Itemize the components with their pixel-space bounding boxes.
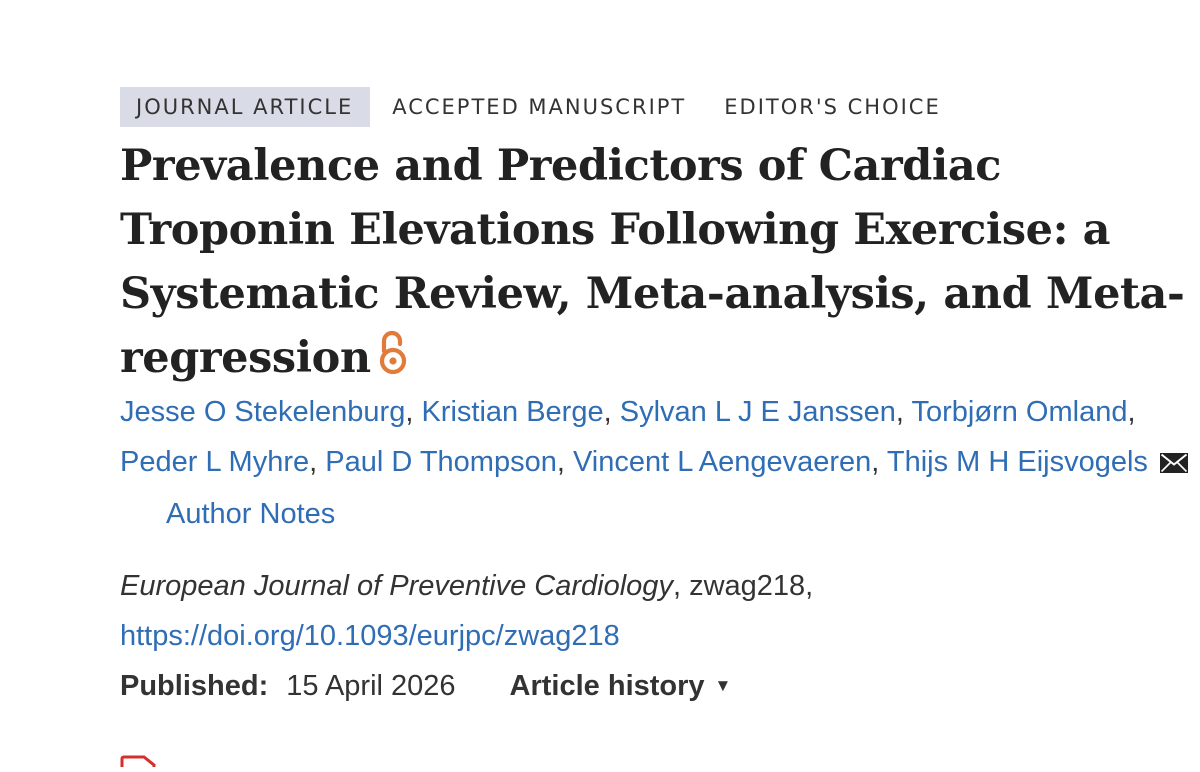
author-link[interactable]: Peder L Myhre <box>120 446 310 478</box>
author-separator: , <box>405 396 422 428</box>
published-date: 15 April 2026 <box>286 670 456 702</box>
author-separator: , <box>1127 396 1136 428</box>
author-link[interactable]: Vincent L Aengevaeren <box>572 446 872 478</box>
tag-editors-choice: EDITOR'S CHOICE <box>724 95 941 119</box>
citation: European Journal of Preventive Cardiolog… <box>120 561 1200 661</box>
doi-link[interactable]: https://doi.org/10.1093/eurjpc/zwag218 <box>120 620 620 652</box>
article-header: JOURNAL ARTICLE ACCEPTED MANUSCRIPT EDIT… <box>120 87 1200 711</box>
caret-down-icon: ▼ <box>714 676 732 695</box>
envelope-icon[interactable] <box>1159 439 1188 489</box>
author-link[interactable]: Kristian Berge <box>421 396 604 428</box>
article-history-label: Article history <box>509 670 705 702</box>
journal-name: European Journal of Preventive Cardiolog… <box>120 570 673 602</box>
author-link[interactable]: Jesse O Stekelenburg <box>120 396 406 428</box>
author-separator: , <box>309 446 326 478</box>
author-link[interactable]: Torbjørn Omland <box>911 396 1128 428</box>
author-link[interactable]: Paul D Thompson <box>325 446 557 478</box>
tag-accepted-manuscript: ACCEPTED MANUSCRIPT <box>392 95 687 119</box>
author-separator: , <box>556 446 573 478</box>
author-list: Jesse O Stekelenburg, Kristian Berge, Sy… <box>120 387 1200 539</box>
publication-info: Published: 15 April 2026 Article history… <box>120 661 1200 711</box>
author-link[interactable]: Sylvan L J E Janssen <box>619 396 896 428</box>
author-notes-link[interactable]: Author Notes <box>166 498 336 530</box>
article-history-toggle[interactable]: Article history ▼ <box>510 661 732 711</box>
open-lock-icon <box>377 328 409 392</box>
author-separator: , <box>603 396 620 428</box>
published-label: Published: <box>120 670 269 702</box>
article-title-text: Prevalence and Predictors of Cardiac Tro… <box>120 141 1185 383</box>
author-separator: , <box>871 446 887 478</box>
author-link-corresponding[interactable]: Thijs M H Eijsvogels <box>886 446 1148 478</box>
author-separator: , <box>895 396 912 428</box>
pdf-icon[interactable] <box>120 754 158 772</box>
citation-line: European Journal of Preventive Cardiolog… <box>120 561 1200 611</box>
article-tags: JOURNAL ARTICLE ACCEPTED MANUSCRIPT EDIT… <box>120 87 1200 127</box>
article-title: Prevalence and Predictors of Cardiac Tro… <box>120 134 1200 392</box>
article-id: , zwag218, <box>672 570 814 602</box>
tag-journal-article: JOURNAL ARTICLE <box>120 87 371 127</box>
